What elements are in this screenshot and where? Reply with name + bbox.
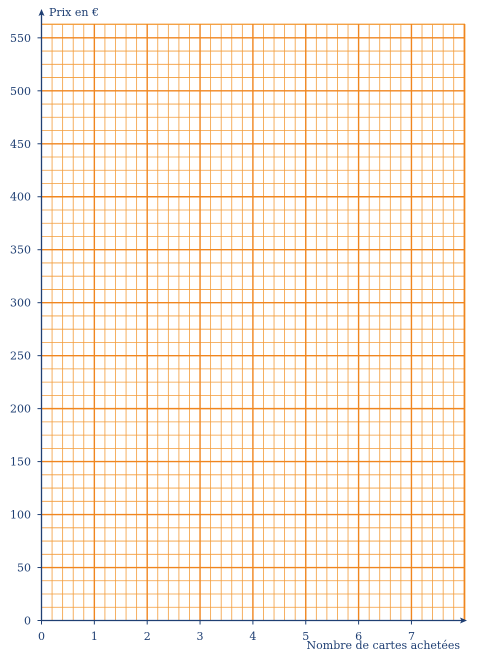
y-tick-label: 400 [10, 191, 31, 204]
y-tick-label: 350 [10, 244, 31, 257]
y-tick-label: 200 [10, 403, 31, 416]
x-tick-label: 0 [38, 630, 45, 643]
x-tick-label: 2 [144, 630, 151, 643]
axes [37, 9, 467, 625]
y-tick-label: 0 [24, 615, 31, 628]
x-tick-label: 4 [249, 630, 256, 643]
y-tick-label: 250 [10, 350, 31, 363]
x-tick-label: 3 [197, 630, 204, 643]
y-tick-label: 300 [10, 297, 31, 310]
y-tick-label: 450 [10, 138, 31, 151]
x-axis-arrow [460, 617, 467, 624]
grid-major [41, 24, 465, 621]
x-tick-labels: 0 1 2 3 4 5 6 7 [38, 630, 415, 643]
x-tick-label: 7 [408, 630, 415, 643]
y-tick-label: 100 [10, 509, 31, 522]
grid-minor [41, 23, 466, 621]
y-tick-label: 500 [10, 85, 31, 98]
y-tick-labels: 0 50 100 150 200 250 300 350 400 450 500 550 [10, 32, 31, 628]
y-axis-arrow [38, 9, 45, 16]
x-axis-title: Nombre de cartes achetées [307, 639, 461, 652]
y-tick-label: 50 [17, 562, 31, 575]
x-tick-label: 5 [302, 630, 309, 643]
x-tick-label: 6 [355, 630, 362, 643]
x-tick-label: 1 [91, 630, 98, 643]
y-axis-title: Prix en € [49, 6, 99, 19]
y-tick-label: 550 [10, 32, 31, 45]
y-tick-label: 150 [10, 456, 31, 469]
